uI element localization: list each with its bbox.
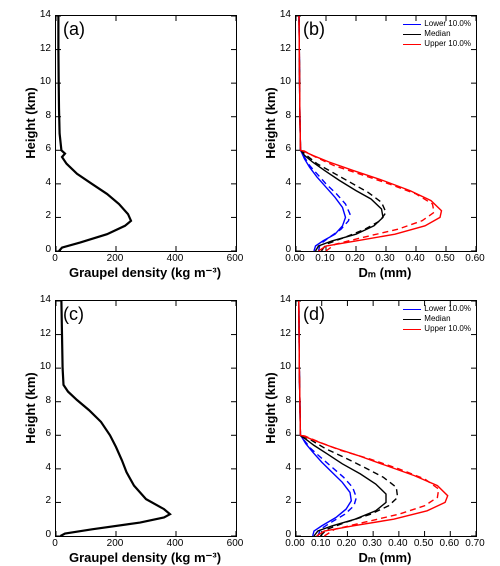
ytick-label: 12	[273, 43, 291, 54]
ytick-label: 2	[33, 495, 51, 506]
ylabel: Height (km)	[23, 358, 38, 458]
plot-svg	[296, 16, 476, 251]
ytick-label: 4	[273, 177, 291, 188]
legend-label: Median	[424, 314, 450, 324]
ytick-label: 14	[273, 9, 291, 20]
panel_b: 0.000.100.200.300.400.500.6002468101214H…	[295, 15, 475, 250]
plot-area	[55, 15, 237, 252]
panel_a: 020040060002468101214Height (km)Graupel …	[55, 15, 235, 250]
legend-label: Median	[424, 29, 450, 39]
ylabel: Height (km)	[263, 73, 278, 173]
legend-swatch	[403, 44, 421, 45]
panel-label: (b)	[303, 19, 325, 40]
ytick-label: 12	[273, 328, 291, 339]
xtick-label: 400	[160, 253, 190, 264]
legend-label: Upper 10.0%	[424, 39, 471, 49]
ytick-label: 0	[273, 529, 291, 540]
xtick-label: 400	[160, 538, 190, 549]
legend: Lower 10.0%MedianUpper 10.0%	[403, 304, 471, 334]
xtick-label: 200	[100, 253, 130, 264]
panel_d: 0.000.100.200.300.400.500.600.7002468101…	[295, 300, 475, 535]
xtick-label: 0.50	[430, 253, 460, 264]
legend: Lower 10.0%MedianUpper 10.0%	[403, 19, 471, 49]
legend-item: Upper 10.0%	[403, 39, 471, 49]
xtick-label: 600	[220, 538, 250, 549]
xtick-label: 0.70	[460, 538, 490, 549]
xlabel: Dₘ (mm)	[295, 265, 475, 281]
xtick-label: 0.10	[310, 253, 340, 264]
xlabel: Dₘ (mm)	[295, 550, 475, 566]
panel_c: 020040060002468101214Height (km)Graupel …	[55, 300, 235, 535]
xtick-label: 0.30	[370, 253, 400, 264]
ytick-label: 2	[273, 210, 291, 221]
ylabel: Height (km)	[263, 358, 278, 458]
ytick-label: 12	[33, 328, 51, 339]
xtick-label: 0.40	[400, 253, 430, 264]
ytick-label: 14	[273, 294, 291, 305]
legend-item: Lower 10.0%	[403, 19, 471, 29]
xtick-label: 0.20	[340, 253, 370, 264]
ytick-label: 14	[33, 294, 51, 305]
plot-svg	[56, 16, 236, 251]
legend-item: Median	[403, 314, 471, 324]
xlabel: Graupel density (kg m⁻³)	[55, 550, 235, 566]
ytick-label: 0	[33, 244, 51, 255]
legend-item: Median	[403, 29, 471, 39]
legend-swatch	[403, 319, 421, 320]
legend-label: Lower 10.0%	[424, 304, 471, 314]
plot-area	[55, 300, 237, 537]
legend-label: Lower 10.0%	[424, 19, 471, 29]
figure: 020040060002468101214Height (km)Graupel …	[0, 0, 500, 563]
ytick-label: 0	[273, 244, 291, 255]
plot-area	[295, 15, 477, 252]
ytick-label: 4	[33, 177, 51, 188]
legend-swatch	[403, 34, 421, 35]
xtick-label: 200	[100, 538, 130, 549]
ytick-label: 4	[273, 462, 291, 473]
legend-label: Upper 10.0%	[424, 324, 471, 334]
ytick-label: 2	[273, 495, 291, 506]
plot-area	[295, 300, 477, 537]
plot-svg	[56, 301, 236, 536]
panel-label: (c)	[63, 304, 84, 325]
legend-swatch	[403, 329, 421, 330]
ytick-label: 4	[33, 462, 51, 473]
legend-item: Upper 10.0%	[403, 324, 471, 334]
legend-item: Lower 10.0%	[403, 304, 471, 314]
legend-swatch	[403, 24, 421, 25]
ytick-label: 12	[33, 43, 51, 54]
panel-label: (d)	[303, 304, 325, 325]
ytick-label: 14	[33, 9, 51, 20]
xtick-label: 0.60	[460, 253, 490, 264]
xtick-label: 600	[220, 253, 250, 264]
ylabel: Height (km)	[23, 73, 38, 173]
legend-swatch	[403, 309, 421, 310]
plot-svg	[296, 301, 476, 536]
ytick-label: 0	[33, 529, 51, 540]
xlabel: Graupel density (kg m⁻³)	[55, 265, 235, 281]
panel-label: (a)	[63, 19, 85, 40]
ytick-label: 2	[33, 210, 51, 221]
